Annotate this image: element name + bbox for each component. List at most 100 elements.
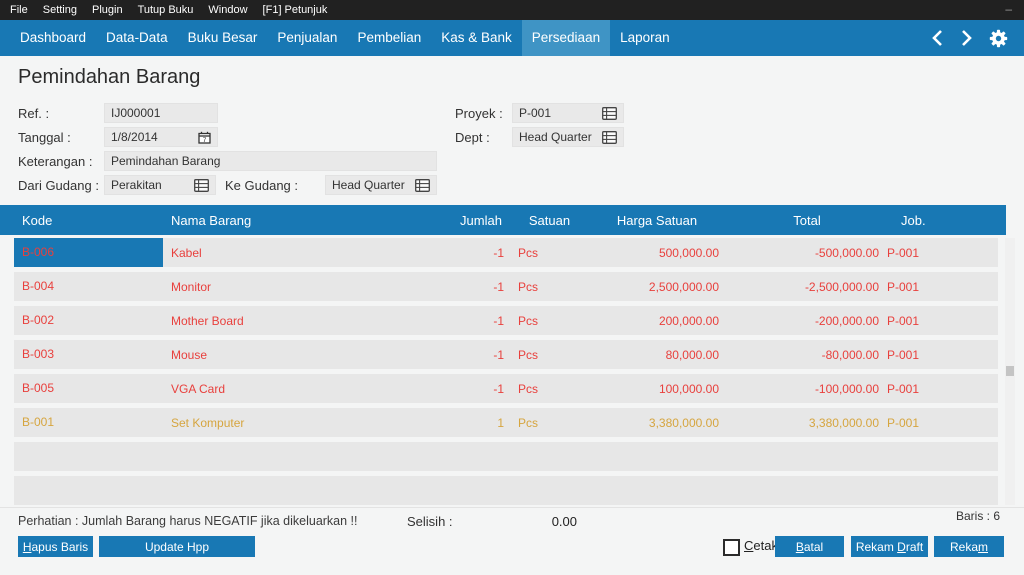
cell-harga[interactable]: 80,000.00 [665, 347, 719, 362]
cell-satuan[interactable]: Pcs [518, 347, 539, 362]
cell-job[interactable]: P-001 [887, 245, 920, 260]
menu-plugin[interactable]: Plugin [91, 4, 123, 16]
update-hpp-button[interactable]: Update Hpp [99, 536, 255, 557]
tab-kas-bank[interactable]: Kas & Bank [441, 30, 512, 45]
cell-total[interactable]: -80,000.00 [821, 347, 879, 362]
menu-petunjuk[interactable]: [F1] Petunjuk [262, 4, 328, 16]
cell-harga[interactable]: 500,000.00 [658, 245, 719, 260]
col-harga[interactable]: Harga Satuan [616, 212, 698, 228]
tab-pembelian[interactable]: Pembelian [357, 30, 422, 45]
col-jumlah[interactable]: Jumlah [460, 212, 502, 228]
cell-jumlah[interactable]: -1 [493, 381, 504, 396]
ke-gudang-input[interactable]: Head Quarter [325, 175, 437, 195]
cell-jumlah[interactable]: -1 [493, 313, 504, 328]
tab-penjualan[interactable]: Penjualan [277, 30, 338, 45]
col-total[interactable]: Total [793, 212, 821, 228]
ref-value: IJ000001 [111, 106, 161, 120]
cell-total[interactable]: -2,500,000.00 [804, 279, 879, 294]
cell-job[interactable]: P-001 [887, 313, 920, 328]
cell-satuan[interactable]: Pcs [518, 279, 539, 294]
tab-laporan[interactable]: Laporan [620, 30, 670, 45]
lookup-list-icon[interactable] [602, 130, 617, 144]
gear-icon[interactable] [989, 29, 1008, 48]
calendar-icon[interactable]: 7 [198, 131, 211, 144]
cell-kode[interactable]: B-005 [22, 381, 55, 395]
menu-setting[interactable]: Setting [42, 4, 77, 16]
cell-kode[interactable]: B-004 [22, 279, 55, 293]
tab-data-data[interactable]: Data-Data [106, 30, 168, 45]
proyek-label: Proyek : [455, 106, 503, 121]
cell-total[interactable]: -100,000.00 [814, 381, 879, 396]
table-row[interactable]: B-006 Kabel -1 Pcs 500,000.00 -500,000.0… [14, 238, 998, 267]
table-row[interactable]: B-004 Monitor -1 Pcs 2,500,000.00 -2,500… [14, 272, 998, 301]
table-scrollbar-thumb[interactable] [1006, 366, 1014, 376]
cell-kode[interactable]: B-006 [14, 238, 163, 267]
cell-satuan[interactable]: Pcs [518, 313, 539, 328]
cell-harga[interactable]: 200,000.00 [658, 313, 719, 328]
cell-total[interactable]: -500,000.00 [814, 245, 879, 260]
cell-kode[interactable]: B-001 [22, 415, 55, 429]
cell-harga[interactable]: 3,380,000.00 [648, 415, 719, 430]
tanggal-input[interactable]: 1/8/2014 7 [104, 127, 218, 147]
cell-jumlah[interactable]: -1 [493, 347, 504, 362]
cell-job[interactable]: P-001 [887, 381, 920, 396]
dept-value: Head Quarter [519, 130, 592, 144]
cell-nama[interactable]: Set Komputer [171, 415, 245, 430]
cell-nama[interactable]: Kabel [171, 245, 202, 260]
tab-buku-besar[interactable]: Buku Besar [187, 30, 258, 45]
rekam-button[interactable]: Reka m [934, 536, 1004, 557]
menu-tutup-buku[interactable]: Tutup Buku [137, 4, 194, 16]
cell-satuan[interactable]: Pcs [518, 245, 539, 260]
cell-satuan[interactable]: Pcs [518, 415, 539, 430]
table-scrollbar-track[interactable] [1005, 238, 1015, 505]
cell-harga[interactable]: 100,000.00 [658, 381, 719, 396]
cell-jumlah[interactable]: -1 [493, 279, 504, 294]
cell-total[interactable]: -200,000.00 [814, 313, 879, 328]
cell-satuan[interactable]: Pcs [518, 381, 539, 396]
cell-kode[interactable]: B-003 [22, 347, 55, 361]
cell-nama[interactable]: Monitor [171, 279, 212, 294]
tab-dashboard[interactable]: Dashboard [20, 30, 87, 45]
proyek-input[interactable]: P-001 [512, 103, 624, 123]
cell-nama[interactable]: Mother Board [171, 313, 244, 328]
col-satuan[interactable]: Satuan [528, 212, 571, 228]
ref-input[interactable]: IJ000001 [104, 103, 218, 123]
cell-job[interactable]: P-001 [887, 415, 920, 430]
cell-kode[interactable]: B-002 [22, 313, 55, 327]
keterangan-input[interactable]: Pemindahan Barang [104, 151, 437, 171]
menu-file[interactable]: File [10, 4, 28, 16]
table-row-empty[interactable] [14, 476, 998, 505]
ref-label: Ref. : [18, 106, 50, 121]
minimize-button[interactable]: – [1005, 2, 1012, 16]
chevron-left-icon[interactable] [931, 29, 944, 47]
col-job[interactable]: Job. [901, 212, 926, 228]
menu-window[interactable]: Window [208, 4, 248, 16]
tab-persediaan[interactable]: Persediaan [521, 20, 611, 56]
cell-job[interactable]: P-001 [887, 347, 920, 362]
cell-job[interactable]: P-001 [887, 279, 920, 294]
col-kode[interactable]: Kode [22, 212, 53, 228]
lookup-list-icon[interactable] [602, 106, 617, 120]
cell-jumlah[interactable]: 1 [497, 415, 504, 430]
cetak-label[interactable]: Cetak [744, 538, 778, 553]
cell-nama[interactable]: Mouse [171, 347, 208, 362]
cell-nama[interactable]: VGA Card [171, 381, 226, 396]
col-nama[interactable]: Nama Barang [171, 212, 252, 228]
table-row[interactable]: B-003 Mouse -1 Pcs 80,000.00 -80,000.00 … [14, 340, 998, 369]
lookup-list-icon[interactable] [415, 178, 430, 192]
dept-input[interactable]: Head Quarter [512, 127, 624, 147]
cell-jumlah[interactable]: -1 [493, 245, 504, 260]
cetak-checkbox[interactable] [723, 539, 740, 556]
cell-total[interactable]: 3,380,000.00 [808, 415, 879, 430]
chevron-right-icon[interactable] [960, 29, 973, 47]
cell-harga[interactable]: 2,500,000.00 [648, 279, 719, 294]
table-row[interactable]: B-002 Mother Board -1 Pcs 200,000.00 -20… [14, 306, 998, 335]
dari-gudang-input[interactable]: Perakitan [104, 175, 216, 195]
table-row[interactable]: B-001 Set Komputer 1 Pcs 3,380,000.00 3,… [14, 408, 998, 437]
table-row-empty[interactable] [14, 442, 998, 471]
lookup-list-icon[interactable] [194, 178, 209, 192]
table-row[interactable]: B-005 VGA Card -1 Pcs 100,000.00 -100,00… [14, 374, 998, 403]
